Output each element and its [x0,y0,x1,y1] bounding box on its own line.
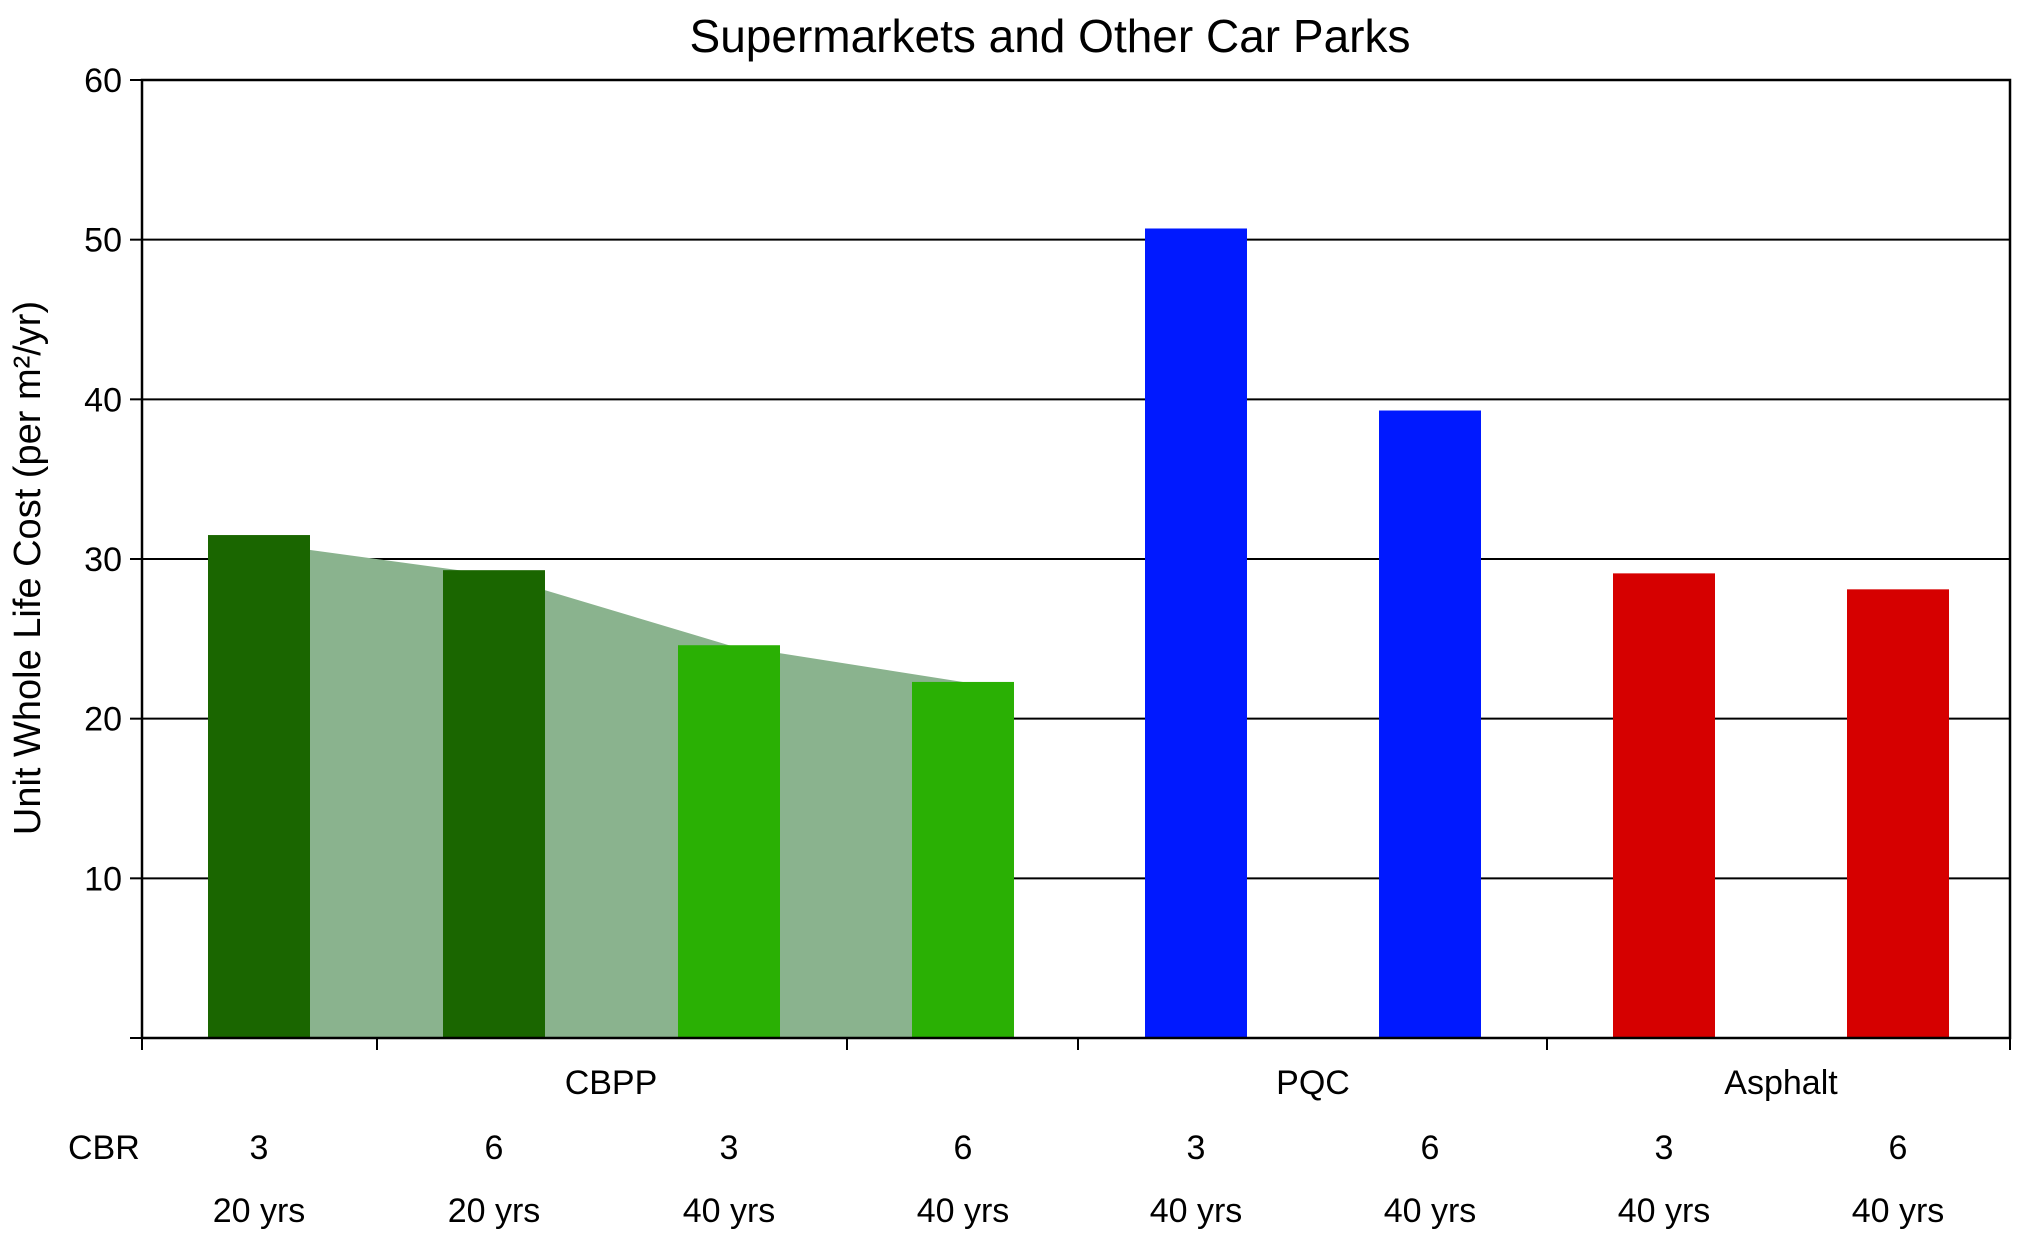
bar-cbpp-4 [912,681,1014,1038]
cbr-value-label: 3 [720,1129,739,1167]
cbr-value-label: 6 [954,1129,973,1167]
y-tick-label: 60 [84,62,122,100]
group-label-asphalt: Asphalt [1724,1064,1838,1102]
cbr-value-label: 3 [250,1129,269,1167]
labels: 10 20 30 40 50 60 CBPP PQC Asphalt CBR 3 20 yrs 6 20 … [68,62,1944,1230]
y-tick-label: 40 [84,381,122,419]
life-label: 40 yrs [1150,1192,1243,1230]
bar-pqc-6 [1379,410,1481,1038]
cbpp-area [259,543,963,1038]
y-tick-label: 50 [84,222,122,260]
cbr-row-label: CBR [68,1129,140,1167]
bar-cbpp-3 [678,645,780,1038]
bar-asphalt-8 [1847,589,1949,1038]
cbr-value-label: 3 [1655,1129,1674,1167]
cbr-value-label: 3 [1187,1129,1206,1167]
bars [208,228,1949,1039]
y-axis-label: Unit Whole Life Cost (per m²/yr) [7,301,49,835]
bar-asphalt-7 [1613,573,1715,1038]
life-label: 40 yrs [1852,1192,1945,1230]
cbpp-area-fill [259,543,963,1038]
life-label: 40 yrs [917,1192,1010,1230]
bar-cbpp-1 [208,535,310,1038]
chart-title: Supermarkets and Other Car Parks [690,10,1411,62]
group-label-pqc: PQC [1276,1064,1350,1102]
bar-cbpp-2 [443,570,545,1038]
y-tick-label: 20 [84,701,122,739]
cbr-value-label: 6 [485,1129,504,1167]
life-label: 20 yrs [213,1192,306,1230]
life-label: 40 yrs [1618,1192,1711,1230]
bar-pqc-5 [1145,228,1247,1039]
axes [130,78,2012,1050]
plot-frame [140,78,2012,1040]
life-label: 40 yrs [683,1192,776,1230]
cbr-value-label: 6 [1421,1129,1440,1167]
life-label: 20 yrs [448,1192,541,1230]
y-tick-label: 10 [84,860,122,898]
cbr-value-label: 6 [1889,1129,1908,1167]
life-label: 40 yrs [1384,1192,1477,1230]
group-label-cbpp: CBPP [565,1064,658,1102]
y-tick-label: 30 [84,541,122,579]
